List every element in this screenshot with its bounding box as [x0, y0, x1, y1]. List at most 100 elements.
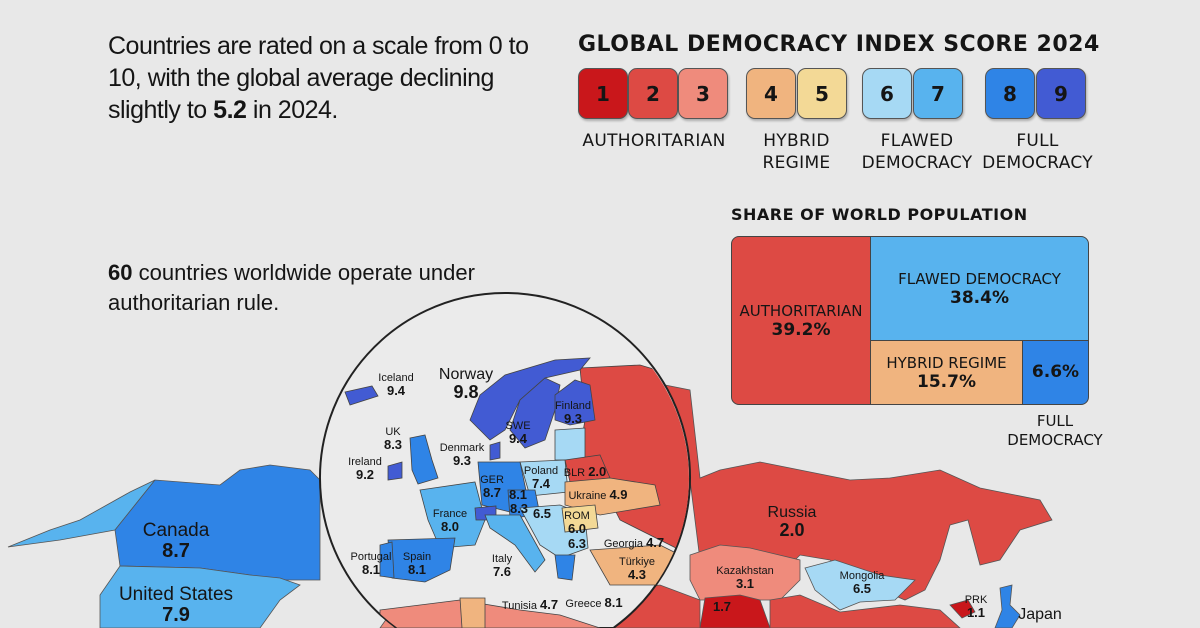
- country-score: 1.7: [712, 599, 732, 614]
- country-name: Greece: [565, 598, 602, 610]
- country-name: Mongolia: [839, 570, 885, 582]
- intro-text-part: in 2024.: [246, 96, 338, 124]
- map-region-baltics: [554, 427, 586, 461]
- country-name: Finland: [554, 400, 592, 412]
- country-name: Russia: [767, 504, 817, 521]
- map-region-france: [419, 481, 486, 549]
- country-score: 4.7: [646, 535, 665, 550]
- country-name: Tunisia: [501, 600, 537, 612]
- map-region-china: [769, 594, 961, 628]
- country-name: PRK: [964, 594, 988, 606]
- label-japan: Japan: [1018, 606, 1062, 623]
- label-iceland: Iceland 9.4: [378, 372, 413, 398]
- label-hungary: 6.5: [533, 507, 551, 521]
- global-average-value: 5.2: [213, 96, 247, 124]
- country-score: 8.1: [407, 562, 427, 577]
- score-chip-9: 9: [1036, 68, 1086, 119]
- country-score: 8.0: [440, 519, 460, 534]
- country-name: France: [432, 508, 468, 520]
- label-romania: ROM 6.0: [564, 510, 590, 536]
- country-score: 1.1: [966, 605, 986, 620]
- country-score: 8.1: [604, 595, 623, 610]
- label-georgia: Georgia 4.7: [604, 535, 665, 551]
- country-score: 2.0: [779, 520, 805, 540]
- country-name: Portugal: [350, 551, 392, 563]
- category-line: FLAWED: [880, 131, 954, 151]
- score-chip-label: 8: [1003, 81, 1017, 106]
- label-mongolia: Mongolia 6.5: [840, 570, 885, 596]
- country-name: United States: [118, 584, 234, 605]
- score-chip-5: 5: [797, 68, 847, 119]
- map-region-uk: [409, 434, 439, 485]
- category-line: AUTHORITARIAN: [582, 131, 726, 151]
- country-score: 9.2: [355, 467, 375, 482]
- authoritarian-note-text: countries worldwide operate under author…: [108, 260, 475, 315]
- country-score: 9.3: [563, 411, 583, 426]
- label-france: France 8.0: [433, 508, 467, 534]
- treemap-hybrid-regime: HYBRID REGIME 15.7%: [870, 340, 1023, 405]
- label-czechia: 8.1: [509, 488, 527, 502]
- label-sweden: SWE 9.4: [505, 420, 530, 446]
- score-chip-7: 7: [913, 68, 963, 119]
- category-line: FULL: [1016, 131, 1059, 151]
- label-canada: Canada 8.7: [143, 521, 210, 562]
- treemap-authoritarian: AUTHORITARIAN 39.2%: [731, 236, 871, 405]
- map-region-alaska: [7, 479, 156, 548]
- country-score: 8.1: [361, 562, 381, 577]
- segment-label: AUTHORITARIAN: [739, 301, 863, 320]
- country-score: 6.5: [532, 506, 552, 521]
- segment-label: HYBRID REGIME: [886, 353, 1007, 372]
- label-belarus: BLR 2.0: [564, 465, 607, 480]
- label-greece: Greece 8.1: [565, 595, 623, 611]
- label-norway: Norway 9.8: [439, 366, 493, 402]
- map-region-ireland: [387, 461, 403, 481]
- country-score: 4.9: [609, 487, 628, 502]
- score-chip-1: 1: [578, 68, 628, 119]
- label-denmark: Denmark 9.3: [440, 442, 485, 468]
- map-region-mongolia: [804, 559, 916, 611]
- map-region-finland: [554, 379, 596, 426]
- country-name: ROM: [564, 510, 590, 522]
- country-name: Canada: [142, 520, 210, 541]
- map-region-italy: [484, 514, 546, 573]
- country-score: 9.3: [452, 453, 472, 468]
- score-chip-label: 2: [646, 81, 660, 106]
- country-name: Ireland: [348, 456, 382, 468]
- score-chip-4: 4: [746, 68, 796, 119]
- score-chip-label: 7: [931, 81, 945, 106]
- country-name: Poland: [523, 465, 559, 477]
- category-line: REGIME: [762, 153, 831, 173]
- country-score: 4.7: [540, 597, 559, 612]
- population-share-title: SHARE OF WORLD POPULATION: [731, 205, 1028, 224]
- map-region-greece: [554, 554, 576, 581]
- map-region-portugal: [379, 541, 395, 579]
- category-authoritarian: AUTHORITARIAN: [578, 130, 730, 152]
- country-score: 7.4: [531, 476, 551, 491]
- segment-value: 15.7%: [917, 371, 976, 392]
- score-chip-label: 6: [880, 81, 894, 106]
- country-name: Japan: [1018, 606, 1062, 623]
- authoritarian-count: 60: [108, 260, 133, 285]
- country-name: Spain: [402, 551, 432, 563]
- label-italy: Italy 7.6: [492, 553, 512, 579]
- category-line: HYBRID: [763, 131, 830, 151]
- treemap-full-democracy: 6.6%: [1022, 340, 1089, 405]
- label-turkmenistan: 1.7: [713, 600, 731, 614]
- score-chip-6: 6: [862, 68, 912, 119]
- country-name: GER: [480, 474, 504, 486]
- country-score: 6.0: [567, 521, 587, 536]
- segment-value: 38.4%: [950, 287, 1009, 308]
- intro-text-part: Countries are rated on a scale from 0 to…: [108, 32, 529, 124]
- map-region-japan: [994, 584, 1021, 628]
- segment-label: FLAWED DEMOCRACY: [898, 269, 1061, 288]
- legend-title: GLOBAL DEMOCRACY INDEX SCORE 2024: [578, 32, 1100, 57]
- label-portugal: Portugal 8.1: [351, 551, 392, 577]
- label-tunisia: Tunisia 4.7: [501, 597, 559, 613]
- map-region-denmark: [489, 441, 501, 461]
- country-score: 8.7: [162, 540, 190, 562]
- country-score: 8.7: [482, 485, 502, 500]
- map-region-central-asia: [699, 594, 771, 628]
- map-region-kazakhstan: [689, 544, 801, 601]
- map-region-romania: [561, 504, 599, 533]
